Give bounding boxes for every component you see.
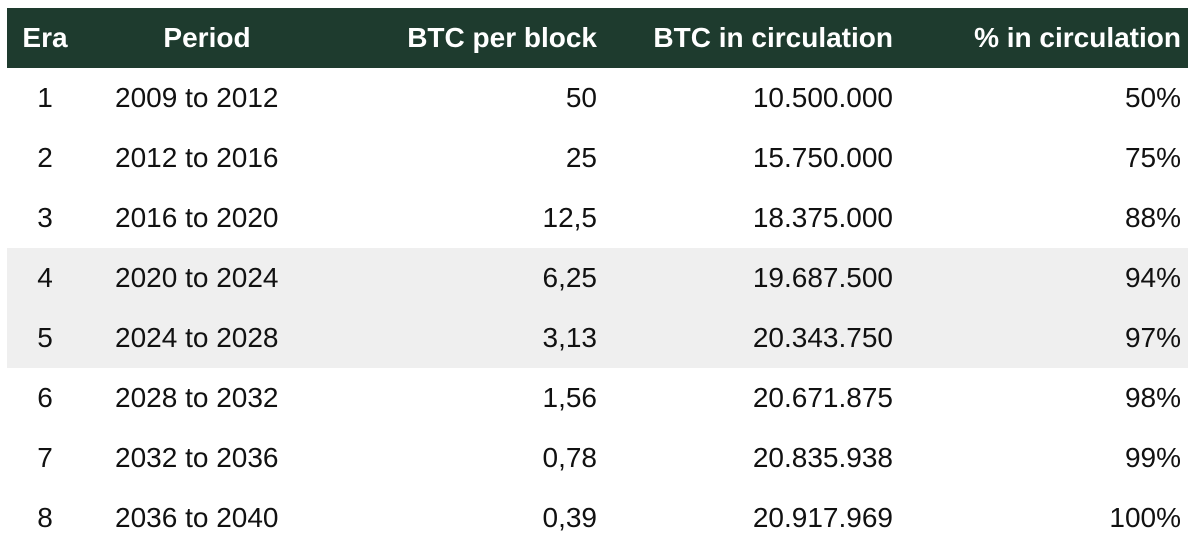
header-pct-in-circulation: % in circulation <box>974 22 1181 53</box>
table-row: 8 2036 to 2040 0,39 20.917.969 100% <box>7 488 1188 548</box>
cell-btc-per-block: 25 <box>565 142 597 173</box>
cell-period: 2032 to 2036 <box>115 442 279 473</box>
table-row: 7 2032 to 2036 0,78 20.835.938 99% <box>7 428 1188 488</box>
cell-btc-in-circulation: 10.500.000 <box>752 82 893 113</box>
cell-pct-in-circulation: 75% <box>1124 142 1181 173</box>
cell-pct-in-circulation: 94% <box>1124 262 1181 293</box>
cell-btc-per-block: 50 <box>565 82 597 113</box>
cell-pct-in-circulation: 50% <box>1124 82 1181 113</box>
table-header: Era Period BTC per block BTC in circulat… <box>7 8 1188 68</box>
cell-era: 8 <box>37 502 53 533</box>
table-row: 6 2028 to 2032 1,56 20.671.875 98% <box>7 368 1188 428</box>
cell-period: 2036 to 2040 <box>115 502 279 533</box>
cell-btc-per-block: 0,39 <box>542 502 598 533</box>
cell-btc-in-circulation: 15.750.000 <box>752 142 893 173</box>
cell-pct-in-circulation: 99% <box>1124 442 1181 473</box>
cell-btc-per-block: 3,13 <box>542 322 598 353</box>
cell-pct-in-circulation: 97% <box>1124 322 1181 353</box>
cell-btc-in-circulation: 18.375.000 <box>752 202 893 233</box>
cell-era: 2 <box>37 142 53 173</box>
cell-btc-in-circulation: 20.343.750 <box>752 322 893 353</box>
cell-pct-in-circulation: 88% <box>1124 202 1181 233</box>
cell-era: 1 <box>37 82 53 113</box>
table-row: 1 2009 to 2012 50 10.500.000 50% <box>7 68 1188 128</box>
cell-era: 3 <box>37 202 53 233</box>
cell-period: 2024 to 2028 <box>115 322 279 353</box>
table-row: 4 2020 to 2024 6,25 19.687.500 94% <box>7 248 1188 308</box>
cell-btc-per-block: 12,5 <box>542 202 598 233</box>
cell-period: 2028 to 2032 <box>115 382 279 413</box>
table-row: 5 2024 to 2028 3,13 20.343.750 97% <box>7 308 1188 368</box>
cell-btc-per-block: 1,56 <box>542 382 598 413</box>
cell-btc-per-block: 0,78 <box>542 442 598 473</box>
cell-pct-in-circulation: 98% <box>1124 382 1181 413</box>
cell-period: 2009 to 2012 <box>115 82 279 113</box>
header-btc-in-circulation: BTC in circulation <box>653 22 893 53</box>
header-btc-per-block: BTC per block <box>407 22 597 53</box>
table-row: 3 2016 to 2020 12,5 18.375.000 88% <box>7 188 1188 248</box>
cell-period: 2016 to 2020 <box>115 202 279 233</box>
cell-btc-in-circulation: 20.671.875 <box>752 382 893 413</box>
cell-pct-in-circulation: 100% <box>1109 502 1181 533</box>
cell-btc-in-circulation: 19.687.500 <box>752 262 893 293</box>
cell-period: 2012 to 2016 <box>115 142 279 173</box>
cell-era: 4 <box>37 262 53 293</box>
cell-era: 6 <box>37 382 53 413</box>
cell-btc-in-circulation: 20.917.969 <box>752 502 893 533</box>
cell-btc-in-circulation: 20.835.938 <box>752 442 893 473</box>
cell-btc-per-block: 6,25 <box>542 262 598 293</box>
cell-era: 7 <box>37 442 53 473</box>
header-period: Period <box>163 22 251 53</box>
cell-period: 2020 to 2024 <box>115 262 279 293</box>
header-era: Era <box>22 22 68 53</box>
table-row: 2 2012 to 2016 25 15.750.000 75% <box>7 128 1188 188</box>
cell-era: 5 <box>37 322 53 353</box>
